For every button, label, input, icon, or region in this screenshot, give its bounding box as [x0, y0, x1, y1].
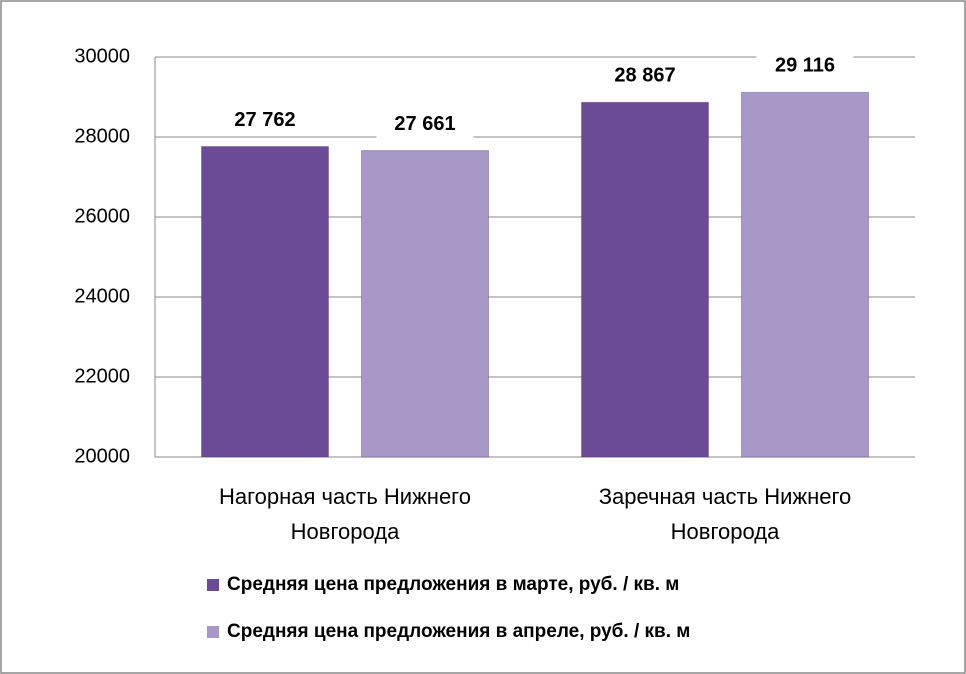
legend-marker [207, 626, 219, 638]
bar [361, 150, 489, 458]
value-label: 28 867 [614, 65, 675, 87]
value-label: 27 762 [234, 109, 295, 131]
x-tick-label: Заречная часть Нижнего Новгорода [598, 484, 852, 544]
legend-label: Средняя цена предложения в апреле, руб. … [227, 621, 690, 642]
bar [201, 146, 329, 458]
legend-marker [207, 579, 219, 591]
y-tick-label: 20000 [74, 445, 130, 467]
bar [741, 91, 869, 458]
value-label-bg [216, 106, 314, 135]
value-label-bg [376, 110, 474, 139]
x-tick-label: Нагорная часть Нижнего Новгорода [219, 484, 471, 544]
y-tick-label: 30000 [74, 45, 130, 67]
value-label: 29 116 [775, 55, 835, 77]
bar [581, 101, 709, 458]
y-tick-label: 26000 [74, 205, 130, 227]
value-label-bg [756, 52, 854, 81]
y-tick-label: 24000 [74, 285, 130, 307]
value-label-bg [596, 62, 694, 91]
value-label: 27 661 [394, 113, 455, 135]
legend-label: Средняя цена предложения в марте, руб. /… [227, 574, 679, 595]
y-tick-label: 22000 [74, 365, 130, 387]
y-tick-label: 28000 [74, 125, 130, 147]
